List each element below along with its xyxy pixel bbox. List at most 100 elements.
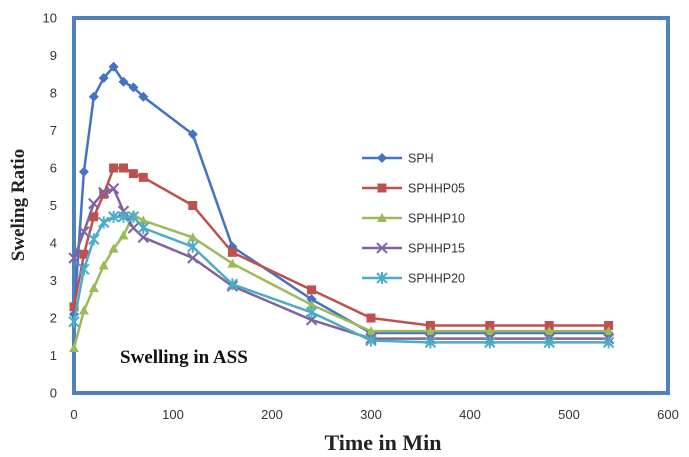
data-point-x	[137, 231, 150, 244]
data-point-square	[485, 321, 495, 330]
data-point-square	[109, 163, 119, 173]
series-line	[72, 166, 609, 327]
data-point-triangle	[425, 326, 436, 336]
legend-entry: SPHHP20	[362, 272, 465, 286]
y-tick-label: 1	[50, 348, 57, 363]
legend: SPH SPHHP05 SPHHP10 SPHHP15 SPHHP20	[362, 152, 465, 286]
data-point-triangle	[366, 326, 376, 336]
data-point-square	[119, 163, 128, 173]
data-point-diamond	[306, 294, 317, 305]
legend-label: SPH	[408, 152, 434, 166]
legend-entry: SPH	[362, 152, 434, 166]
data-point-triangle	[544, 326, 555, 336]
data-point-star	[484, 336, 496, 349]
data-point-triangle	[78, 305, 89, 315]
y-tick-label: 9	[50, 48, 57, 63]
data-point-x	[127, 222, 140, 234]
data-point-square	[69, 302, 79, 312]
data-point-x	[78, 226, 90, 238]
data-point-star	[424, 336, 437, 349]
series-line	[72, 213, 609, 349]
x-tick-label: 0	[70, 407, 77, 422]
data-point-triangle	[88, 283, 99, 292]
series-line	[72, 64, 609, 335]
x-tick-label: 300	[360, 407, 382, 422]
data-point-triangle	[603, 326, 614, 336]
data-point-square	[544, 321, 554, 330]
legend-label: SPHHP10	[408, 212, 465, 226]
series-layer	[68, 61, 615, 352]
chart-annotation: Swelling in ASS	[120, 347, 248, 368]
data-point-diamond	[187, 129, 198, 140]
legend-label: SPHHP05	[408, 182, 465, 196]
data-point-square	[366, 313, 376, 323]
data-point-triangle	[227, 258, 238, 268]
data-point-triangle	[98, 260, 109, 270]
data-point-star	[305, 306, 318, 319]
y-tick-label: 10	[43, 11, 57, 26]
data-point-star	[226, 278, 239, 291]
x-tick-label: 100	[162, 407, 184, 422]
x-tick-label: 500	[558, 407, 580, 422]
data-point-x	[376, 242, 388, 254]
data-point-square	[307, 285, 317, 295]
data-point-x	[68, 252, 80, 264]
data-point-star	[602, 336, 615, 349]
data-point-star	[543, 336, 555, 349]
data-point-diamond	[108, 61, 119, 72]
legend-entry: SPHHP05	[362, 182, 465, 196]
data-point-triangle	[108, 243, 119, 253]
data-point-square	[188, 201, 198, 210]
y-tick-label: 2	[50, 311, 57, 326]
data-point-diamond	[377, 153, 387, 163]
data-point-star	[365, 334, 377, 347]
data-point-diamond	[128, 82, 139, 93]
y-tick-label: 3	[50, 273, 57, 288]
data-point-diamond	[98, 73, 109, 83]
data-point-diamond	[138, 91, 149, 102]
data-point-square	[128, 169, 138, 179]
data-point-star	[68, 315, 80, 328]
y-tick-label: 4	[50, 236, 57, 251]
x-axis-title: Time in Min	[325, 430, 442, 455]
data-point-diamond	[88, 91, 99, 102]
data-point-star	[88, 233, 100, 246]
data-point-star	[117, 210, 130, 223]
tick-labels: 0 100 200 300 400 500 600 0 1 2 3 4 5 6 7 8 9 10	[43, 11, 679, 423]
y-axis-title: Sweling Ratio	[8, 149, 29, 261]
legend-entry: SPHHP10	[362, 212, 465, 226]
data-point-triangle	[484, 326, 495, 336]
data-point-square	[377, 183, 387, 193]
data-point-x	[97, 186, 110, 199]
data-point-diamond	[78, 166, 89, 177]
data-point-star	[137, 222, 150, 234]
data-point-x	[107, 182, 120, 195]
x-tick-label: 200	[261, 407, 283, 422]
data-point-square	[604, 321, 614, 330]
data-point-star	[187, 240, 199, 253]
legend-label: SPHHP15	[408, 242, 465, 256]
y-tick-label: 5	[50, 198, 57, 213]
data-point-star	[107, 210, 120, 223]
data-point-x	[187, 252, 199, 264]
x-tick-label: 400	[459, 407, 481, 422]
data-point-star	[97, 216, 110, 229]
data-point-square	[425, 321, 435, 330]
data-point-diamond	[118, 76, 129, 87]
legend-entry: SPHHP15	[362, 242, 465, 256]
data-point-triangle	[306, 299, 317, 309]
data-point-triangle	[138, 215, 149, 225]
data-point-triangle	[377, 213, 387, 222]
data-point-square	[227, 247, 237, 257]
data-point-square	[79, 249, 89, 259]
y-tick-label: 7	[50, 123, 57, 138]
series-line	[72, 187, 609, 340]
data-point-triangle	[187, 232, 198, 242]
data-point-square	[89, 212, 99, 222]
data-point-x	[88, 197, 100, 210]
data-point-triangle	[69, 343, 79, 352]
data-point-star	[78, 263, 90, 276]
x-tick-label: 600	[657, 407, 679, 422]
series-line	[72, 215, 609, 344]
